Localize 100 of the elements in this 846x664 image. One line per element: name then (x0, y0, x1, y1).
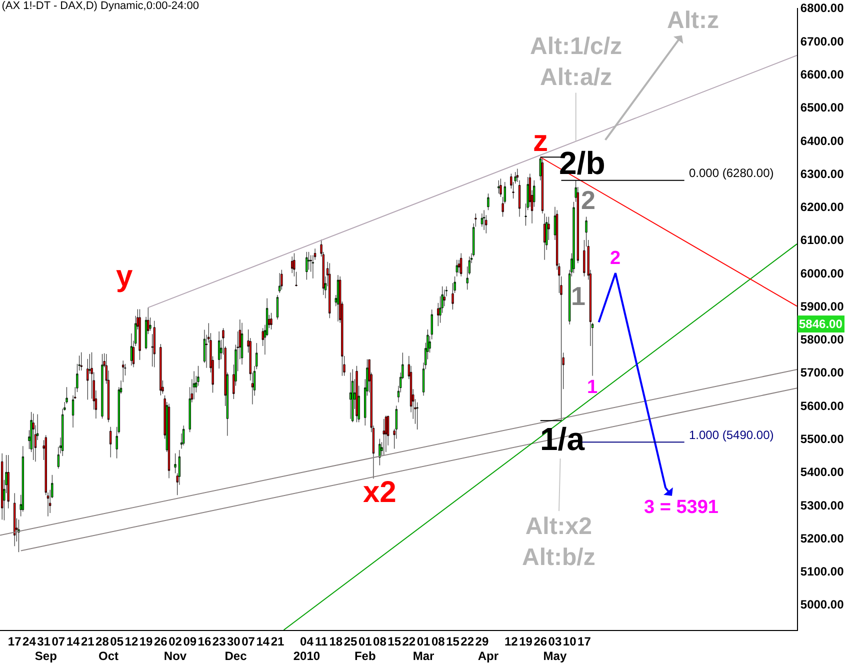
x-tick-label: 25 (344, 634, 358, 648)
x-tick-label: 19 (139, 634, 154, 648)
x-tick-label: 01 (358, 634, 372, 648)
annotation: 3 = 5391 (644, 497, 719, 518)
x-tick-label: 23 (212, 634, 226, 648)
candlestick (80, 352, 82, 371)
x2-tick-label: May (543, 649, 567, 663)
x-tick-label: 21 (80, 634, 95, 648)
candlestick (349, 372, 352, 420)
candlestick (109, 426, 112, 458)
x2-tick-label: Dec (224, 649, 248, 663)
x-tick-label: 10 (562, 634, 577, 648)
y-tick-label: 5000.00 (800, 598, 844, 612)
y-tick-label: 5400.00 (800, 465, 844, 480)
candlestick (328, 262, 331, 318)
annotation: 2/b (559, 145, 606, 181)
candlestick (487, 193, 490, 210)
candlestick (101, 354, 104, 419)
candlestick (174, 453, 176, 474)
y-tick-label: 6500.00 (800, 100, 844, 115)
x-tick-label: 04 (300, 634, 314, 648)
annotation: 1 (571, 281, 586, 311)
candlestick (356, 366, 358, 422)
annotation: x2 (363, 476, 396, 509)
x-tick-label: 31 (37, 634, 51, 648)
x-tick-label: 07 (242, 634, 256, 648)
x-tick-label: 03 (548, 634, 562, 648)
candlestick (291, 256, 294, 274)
candlestick (278, 272, 281, 294)
candlestick (138, 308, 141, 360)
x-tick-label: 02 (168, 634, 182, 648)
candlestick (240, 322, 244, 365)
annotation: 1 (587, 377, 598, 398)
series-label: 1.000 (5490.00) (689, 428, 774, 442)
candlestick (572, 202, 575, 274)
y-tick-label: 6200.00 (800, 200, 844, 214)
candlestick (276, 294, 279, 320)
candlestick (32, 413, 34, 460)
candlestick (218, 331, 220, 369)
y-tick-label: 5900.00 (800, 299, 844, 314)
candlestick (482, 210, 486, 230)
x-tick-label: 14 (256, 634, 270, 648)
annotation: Alt:z (667, 7, 719, 34)
y-tick-label: 5600.00 (800, 398, 844, 413)
x2-tick-label: Oct (98, 649, 118, 663)
x-tick-label: 12 (504, 634, 518, 648)
y-tick-label: 5100.00 (800, 564, 844, 579)
x-tick-label: 09 (183, 634, 197, 648)
x-tick-label: 01 (416, 634, 431, 648)
annotation: Alt:1/c/z Alt:a/z (530, 33, 622, 92)
candlestick (543, 213, 546, 260)
candlestick (306, 252, 308, 280)
x-tick-label: 28 (96, 634, 110, 648)
candlestick (384, 415, 388, 452)
candlestick (498, 180, 500, 194)
y-tick-label: 6000.00 (800, 266, 844, 280)
x-tick-label: 30 (227, 634, 241, 648)
candlestick (416, 402, 418, 430)
x-tick-label: 16 (198, 634, 212, 648)
x-tick-label: 22 (402, 634, 416, 648)
x-tick-label: 07 (52, 634, 66, 648)
x-tick-label: 15 (388, 634, 402, 648)
y-tick-label: 6400.00 (800, 134, 844, 148)
y-tick-label: 5500.00 (800, 432, 844, 446)
series-label: 0.000 (6280.00) (689, 166, 774, 180)
x-tick-label: 29 (475, 634, 489, 648)
x-tick-label: 24 (22, 634, 36, 648)
y-tick-label: 6600.00 (800, 67, 844, 82)
x-tick-label: 08 (431, 634, 446, 648)
candlestick (352, 368, 354, 422)
candlestick (480, 213, 484, 227)
x-tick-label: 11 (314, 634, 328, 648)
y-tick-label: 6800.00 (800, 1, 844, 16)
x-tick-label: 18 (329, 634, 343, 648)
x-tick-label: 05 (110, 634, 124, 648)
y-tick-label: 5800.00 (800, 332, 844, 347)
x-tick-label: 26 (534, 634, 548, 648)
candlestick (382, 418, 385, 456)
x2-tick-label: 2010 (293, 649, 320, 663)
y-tick-label: 5200.00 (800, 531, 844, 546)
x-tick-label: 22 (460, 634, 474, 648)
x2-tick-label: Mar (412, 649, 435, 663)
chart-title: (AX 1!-DT - DAX,D) Dynamic,0:00-24:00 (2, 0, 199, 12)
x-tick-label: 26 (154, 634, 168, 648)
candlestick (280, 270, 283, 290)
annotation: 1/a (540, 421, 585, 457)
y-tick-label: 6300.00 (800, 166, 844, 181)
x2-tick-label: Feb (354, 649, 376, 663)
x2-tick-label: Nov (164, 649, 187, 663)
y-tick-label: 5700.00 (800, 366, 844, 380)
candlestick (182, 425, 185, 446)
x-tick-label: 15 (446, 634, 460, 648)
annotation: 2 (581, 185, 596, 215)
y-tick-label: 6100.00 (800, 233, 844, 248)
x-tick-label: 12 (124, 634, 138, 648)
candlestick (130, 333, 133, 366)
candlestick (192, 370, 196, 400)
candlestick (168, 403, 170, 478)
y-tick-label: 5300.00 (800, 498, 844, 512)
x-tick-label: 08 (373, 634, 387, 648)
